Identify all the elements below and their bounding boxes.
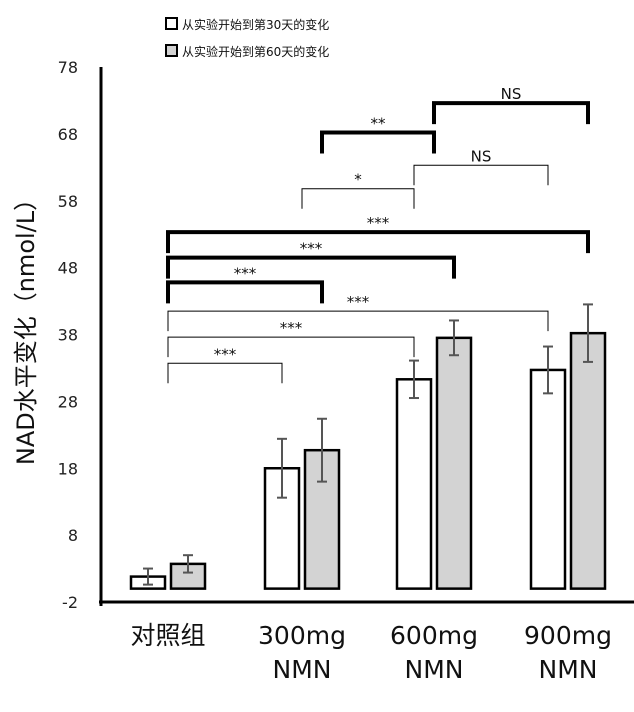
significance-label: *** <box>300 240 323 258</box>
y-tick-label: 48 <box>58 259 78 278</box>
y-axis-label: NAD水平变化（nmol/L） <box>12 187 40 465</box>
y-tick-label: 8 <box>68 526 78 545</box>
bar-60-day <box>569 331 607 590</box>
legend-swatch-30-day <box>165 17 178 30</box>
x-category-label: 900mg <box>524 621 612 650</box>
significance-label: ** <box>371 115 387 133</box>
plot-area: -2 8 18 28 38 48 58 68 78 对照组 300mg NMN 600mg NMN 900m… <box>58 58 634 684</box>
y-tick-label: 38 <box>58 326 78 345</box>
legend-label-30-day: 从实验开始到第30天的变化 <box>182 17 329 32</box>
x-category-label: 对照组 <box>130 621 205 650</box>
significance-bracket <box>166 255 456 279</box>
significance-label: NS <box>471 147 492 165</box>
significance-bracket <box>320 130 436 154</box>
y-tick-label: 28 <box>58 392 78 411</box>
bar-30-day <box>529 368 567 590</box>
significance-label: NS <box>501 85 522 103</box>
legend-swatch-60-day <box>165 44 178 57</box>
significance-bracket <box>167 362 283 384</box>
bar-30-day <box>395 378 433 590</box>
x-category-label-line2: NMN <box>539 655 598 684</box>
significance-label: *** <box>234 264 257 282</box>
legend: 从实验开始到第30天的变化 从实验开始到第60天的变化 <box>165 17 329 59</box>
y-tick-label: 18 <box>58 459 78 478</box>
significance-label: *** <box>367 214 390 232</box>
bar-60-day <box>435 336 473 590</box>
significance-bracket <box>166 280 324 304</box>
significance-bracket <box>301 188 415 209</box>
bar-60-day <box>169 562 207 590</box>
x-category-label: 300mg <box>258 621 346 650</box>
significance-bracket <box>413 164 549 186</box>
significance-bracket <box>432 101 590 125</box>
x-category-label-line2: NMN <box>405 655 464 684</box>
significance-bracket <box>167 310 549 332</box>
significance-bracket <box>166 230 590 254</box>
y-tick-label: 78 <box>58 58 78 77</box>
y-tick-label: -2 <box>62 593 78 612</box>
legend-label-60-day: 从实验开始到第60天的变化 <box>182 44 329 59</box>
significance-bracket <box>167 336 415 358</box>
x-category-label: 600mg <box>390 621 478 650</box>
significance-label: *** <box>214 345 237 363</box>
significance-label: * <box>354 171 362 189</box>
y-tick-label: 68 <box>58 125 78 144</box>
significance-label: *** <box>280 319 303 337</box>
x-category-label-line2: NMN <box>273 655 332 684</box>
y-tick-label: 58 <box>58 192 78 211</box>
significance-label: *** <box>347 293 370 311</box>
